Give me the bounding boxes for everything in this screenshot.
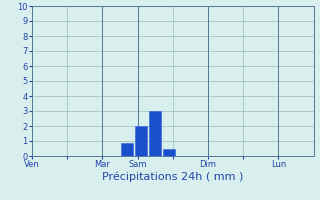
Bar [163,148,175,156]
Bar [149,111,161,156]
X-axis label: Précipitations 24h ( mm ): Précipitations 24h ( mm ) [102,172,244,182]
Bar [135,126,147,156]
Bar [121,142,133,156]
